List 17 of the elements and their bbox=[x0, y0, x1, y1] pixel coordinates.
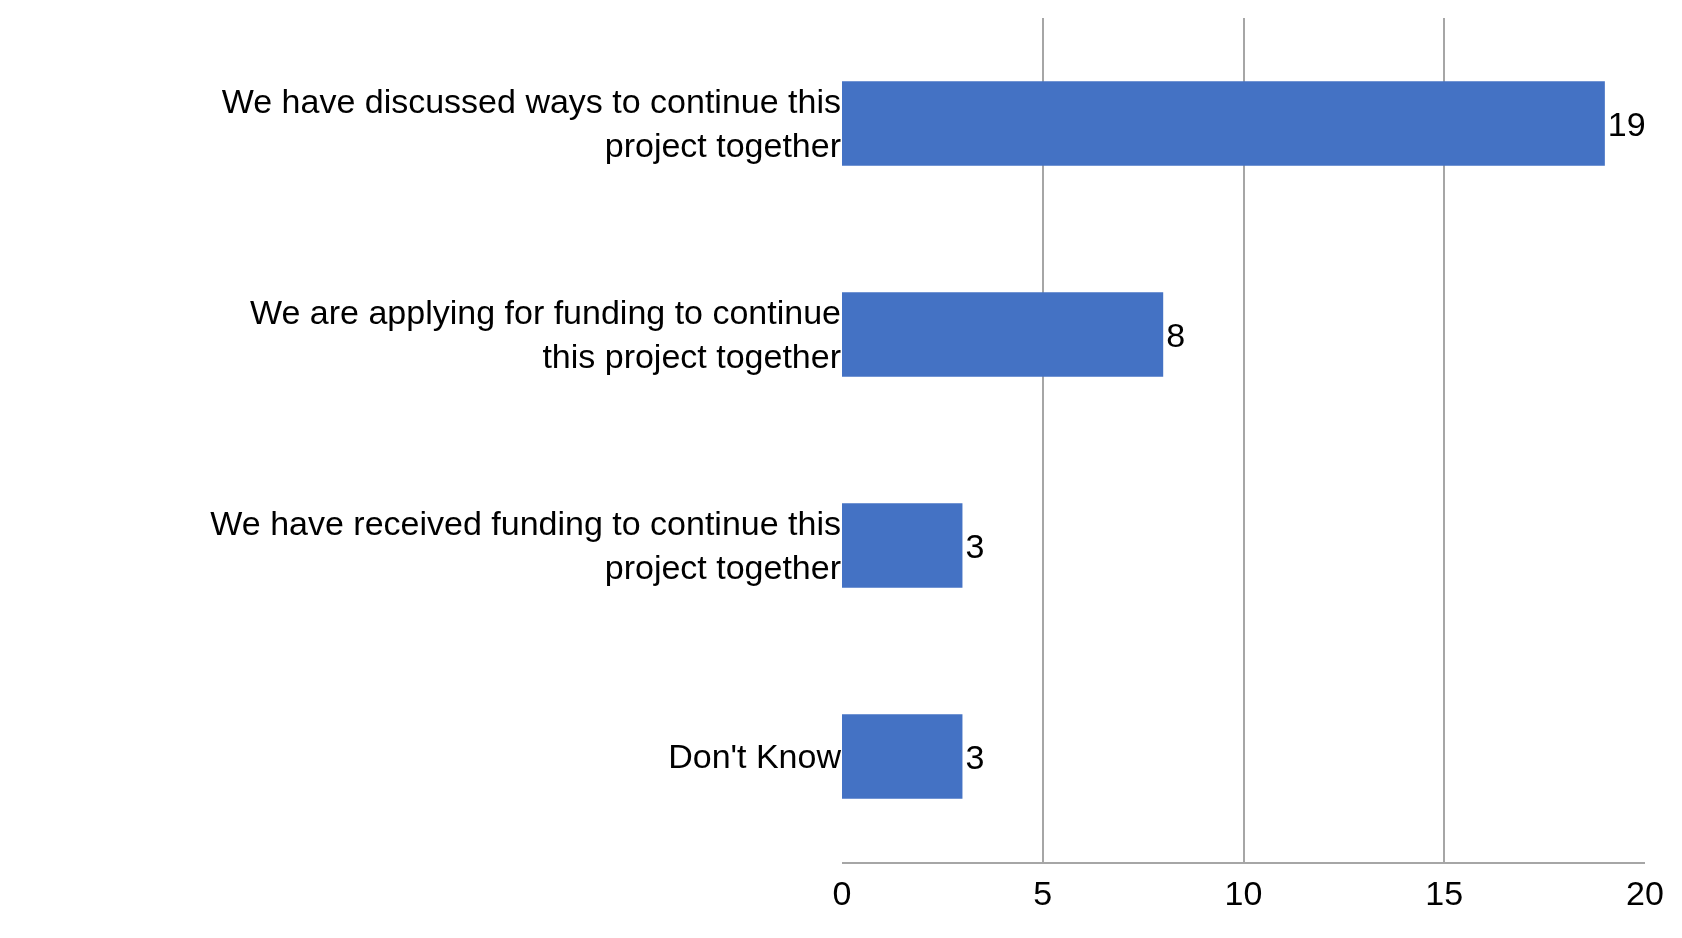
x-tick-label: 0 bbox=[832, 873, 852, 912]
y-tick-label: We are applying for funding to continue this project together bbox=[250, 293, 841, 376]
data-label: 3 bbox=[965, 737, 985, 776]
bar bbox=[842, 503, 963, 588]
x-tick-label: 5 bbox=[1033, 873, 1053, 912]
data-label: 8 bbox=[1166, 315, 1186, 354]
x-tick-label: 20 bbox=[1626, 873, 1664, 912]
bar bbox=[842, 292, 1164, 377]
data-label: 19 bbox=[1607, 104, 1646, 143]
y-tick-label: We have received funding to continue this project together bbox=[210, 504, 841, 587]
x-tick-label: 10 bbox=[1224, 873, 1263, 912]
data-label: 3 bbox=[965, 526, 985, 565]
y-tick-label: Don't Know bbox=[668, 737, 842, 776]
bar bbox=[842, 81, 1605, 166]
bar bbox=[842, 714, 963, 799]
x-tick-label: 15 bbox=[1425, 873, 1464, 912]
y-tick-label: We have discussed ways to continue this project together bbox=[221, 82, 841, 165]
